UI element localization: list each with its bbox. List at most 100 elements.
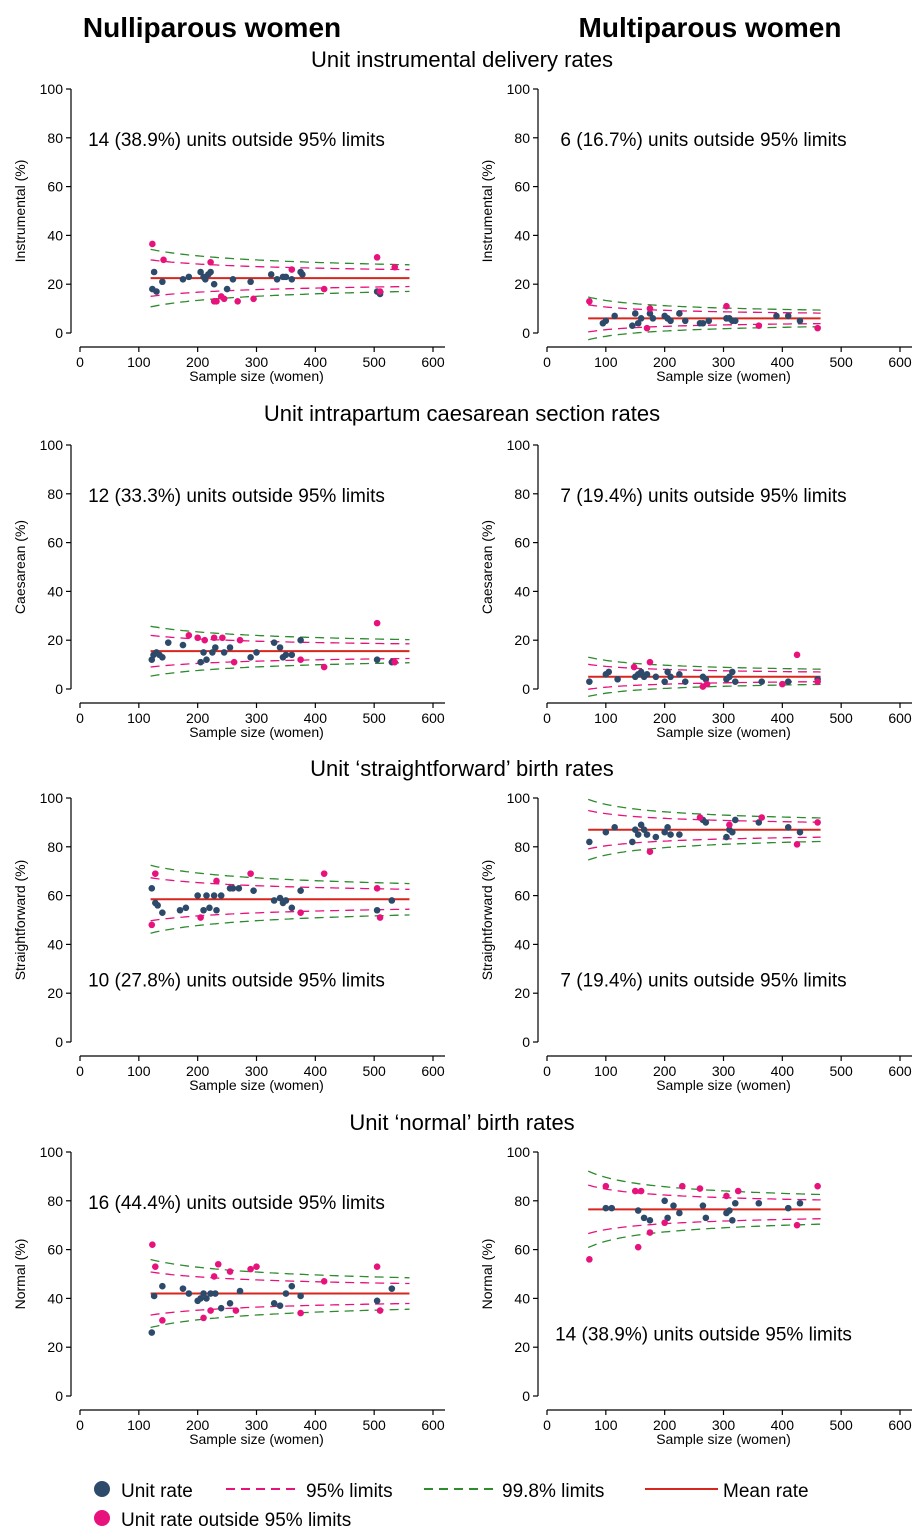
y-tick-label: 0 (55, 681, 63, 697)
x-tick-label: 400 (771, 354, 795, 370)
outside-limits-annotation: 12 (33.3%) units outside 95% limits (88, 486, 385, 507)
unit-rate-point (299, 271, 306, 278)
y-tick-label: 0 (55, 325, 63, 341)
y-tick-label: 40 (47, 1290, 63, 1306)
x-tick-label: 500 (829, 1417, 853, 1433)
unit-rate-point (629, 322, 636, 329)
x-tick-label: 200 (653, 1063, 677, 1079)
unit-rate-point (637, 668, 645, 676)
y-tick-label: 60 (47, 888, 63, 904)
unit-rate-point (270, 639, 278, 646)
unit-rate-outside-point (373, 254, 381, 261)
unit-rate-point (153, 288, 160, 295)
unit-rate-outside-point (703, 680, 711, 688)
funnel-panel-3: 0 20 40 60 80 100 0 100 200 300 400 500 600 Sample si… (12, 437, 445, 740)
y-tick-label: 0 (522, 1388, 530, 1404)
unit-rate-point (602, 1204, 610, 1212)
95-limit-lower-line (150, 657, 410, 668)
95-limit-upper-line (150, 259, 410, 271)
unit-rate-outside-point (758, 814, 766, 821)
unit-rate-outside-point (373, 619, 381, 627)
unit-rate-point (726, 673, 733, 681)
unit-rate-outside-point (814, 324, 821, 332)
95-limit-lower-line (150, 285, 410, 297)
unit-rate-outside-point (201, 636, 209, 644)
unit-rate-point (253, 649, 260, 656)
unit-rate-outside-point (373, 1263, 381, 1270)
unit-rate-outside-point (152, 870, 159, 877)
legend-label-95-limits: 95% limits (306, 1481, 393, 1502)
unit-rate-point (200, 1290, 207, 1297)
y-tick-label: 100 (40, 790, 64, 806)
unit-rate-point (210, 892, 218, 899)
unit-rate-point (288, 276, 296, 283)
y-tick-label: 20 (47, 985, 63, 1001)
unit-rate-outside-point (723, 302, 730, 310)
funnel-panel-4: 0 20 40 60 80 100 0 100 200 300 400 500 600 Sample si… (479, 437, 912, 740)
y-axis-label: Instrumental (%) (12, 160, 28, 263)
unit-rate-outside-point (814, 1182, 821, 1190)
unit-rate-point (773, 312, 780, 320)
unit-rate-point (203, 656, 210, 664)
unit-rate-point (267, 271, 275, 278)
unit-rate-outside-point (197, 914, 204, 921)
x-axis-label: Sample size (women) (656, 1077, 791, 1093)
unit-rate-outside-point (646, 658, 654, 666)
unit-rate-point (723, 833, 730, 841)
unit-rate-point (611, 312, 618, 320)
unit-rate-point (631, 826, 639, 834)
unit-rate-outside-point (793, 651, 801, 659)
x-tick-label: 0 (543, 710, 551, 726)
unit-rate-point (676, 1209, 683, 1217)
unit-rate-point (608, 1204, 616, 1212)
unit-rate-outside-point (247, 870, 254, 877)
unit-rate-point (159, 1282, 166, 1290)
unit-rate-point (702, 1214, 710, 1222)
unit-rate-outside-point (726, 821, 733, 829)
outside-limits-annotation: 14 (38.9%) units outside 95% limits (555, 1325, 852, 1346)
y-tick-label: 0 (55, 1034, 63, 1050)
x-tick-label: 0 (76, 1063, 84, 1079)
95-limit-lower-line (150, 908, 410, 922)
unit-rate-point (705, 317, 713, 325)
x-axis-label: Sample size (women) (656, 724, 791, 740)
x-tick-label: 300 (245, 354, 269, 370)
x-tick-label: 400 (304, 710, 328, 726)
unit-rate-point (586, 678, 593, 685)
funnel-panel-5: 0 20 40 60 80 100 0 100 200 300 400 500 600 Sample si… (12, 790, 445, 1093)
unit-rate-outside-point (213, 297, 220, 305)
outside-limits-annotation: 7 (19.4%) units outside 95% limits (560, 971, 846, 992)
legend-label-unit-rate: Unit rate (121, 1481, 193, 1502)
x-tick-label: 300 (712, 1417, 736, 1433)
x-tick-label: 300 (712, 710, 736, 726)
unit-rate-point (282, 273, 290, 281)
y-tick-label: 20 (514, 276, 530, 292)
unit-rate-point (661, 828, 668, 836)
99-8-limit-lower-line (587, 1223, 821, 1249)
legend-swatch-unit-rate (94, 1481, 110, 1497)
unit-rate-outside-point (793, 1221, 801, 1229)
x-tick-label: 600 (421, 1063, 445, 1079)
y-tick-label: 0 (55, 1388, 63, 1404)
unit-rate-point (179, 276, 187, 283)
unit-rate-point (796, 317, 804, 325)
unit-rate-outside-point (373, 884, 381, 892)
unit-rate-point (229, 884, 237, 892)
x-tick-label: 600 (888, 1417, 912, 1433)
x-tick-label: 100 (594, 1063, 618, 1079)
legend-swatch-outside (94, 1510, 110, 1526)
unit-rate-outside-point (586, 297, 593, 305)
99-8-limit-upper-line (150, 1258, 410, 1279)
unit-rate-outside-point (185, 632, 193, 639)
y-tick-label: 80 (514, 130, 530, 146)
unit-rate-outside-point (226, 1268, 234, 1275)
unit-rate-point (150, 268, 158, 276)
x-tick-label: 200 (653, 710, 677, 726)
unit-rate-point (388, 1285, 396, 1292)
unit-rate-outside-point (236, 636, 244, 644)
unit-rate-point (681, 317, 689, 325)
unit-rate-outside-point (814, 819, 821, 826)
y-tick-label: 40 (514, 227, 530, 243)
